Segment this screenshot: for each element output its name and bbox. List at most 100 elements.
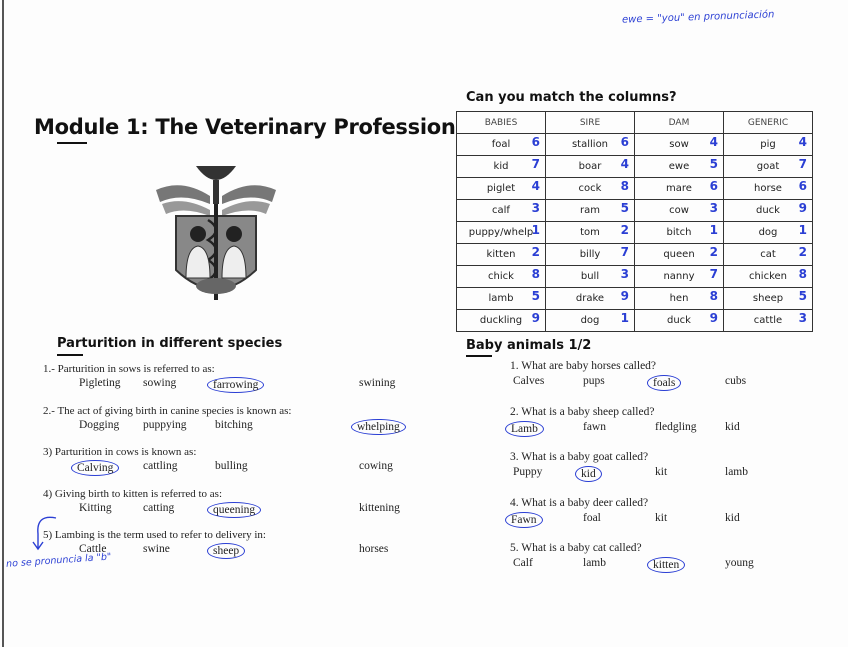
section-title: Baby animals 1/2	[466, 338, 592, 353]
cell-word: nanny	[663, 271, 695, 282]
handwritten-number: 4	[620, 157, 629, 171]
question-prompt: 3) Parturition in cows is known as:	[43, 446, 197, 458]
table-cell: queen 2	[634, 243, 724, 266]
cell-word: piglet	[486, 183, 516, 194]
answer-option: swine	[143, 543, 170, 555]
answer-option: foal	[583, 511, 601, 524]
table-cell: cattle 3	[723, 309, 813, 332]
section-underline	[57, 354, 83, 356]
handwritten-number: 2	[531, 245, 540, 259]
page-title: Module 1: The Veterinary Profession	[34, 115, 456, 139]
answer-option: Fawn	[505, 511, 543, 528]
handwritten-number: 4	[709, 135, 718, 149]
cell-word: pig	[760, 139, 776, 150]
table-cell: bull 3	[545, 265, 635, 288]
table-cell: billy 7	[545, 243, 635, 266]
handwritten-number: 9	[798, 201, 807, 215]
handwritten-number: 3	[709, 201, 718, 215]
handwritten-number: 3	[798, 311, 807, 325]
answer-option: horses	[359, 543, 389, 555]
handwritten-number: 9	[620, 289, 629, 303]
veterinary-emblem	[156, 166, 276, 300]
table-cell: puppy/whelp 1	[456, 221, 546, 244]
cell-word: kid	[493, 161, 509, 172]
question-prompt: 4. What is a baby deer called?	[510, 496, 649, 509]
table-body: foal 6 stallion 6 sow 4 pig 4 kid 7 boar 4 ewe 5 goat 7…	[456, 133, 813, 332]
column-header: GENERIC	[723, 111, 813, 134]
answer-option: kit	[655, 511, 668, 524]
table-cell: tom 2	[545, 221, 635, 244]
table-row: foal 6 stallion 6 sow 4 pig 4	[456, 133, 813, 156]
answer-option: swining	[359, 377, 396, 389]
cell-word: cock	[578, 183, 602, 194]
table-row: chick 8 bull 3 nanny 7 chicken 8	[456, 265, 813, 288]
table-cell: duck 9	[723, 199, 813, 222]
answer-option: cowing	[359, 460, 393, 472]
handwritten-number: 6	[709, 179, 718, 193]
handwritten-number: 7	[620, 245, 629, 259]
table-cell: foal 6	[456, 133, 546, 156]
answer-option: Calves	[513, 375, 545, 387]
table-cell: kid 7	[456, 155, 546, 178]
table-row: calf 3 ram 5 cow 3 duck 9	[456, 199, 813, 222]
handwritten-number: 2	[620, 223, 629, 237]
table-cell: dog 1	[723, 221, 813, 244]
handwritten-number: 7	[798, 157, 807, 171]
column-header: DAM	[634, 111, 724, 134]
handwritten-number: 6	[620, 135, 629, 149]
cell-word: goat	[756, 161, 780, 172]
answer-option: Cattle	[79, 543, 107, 555]
answer-option: foals	[647, 375, 682, 391]
answer-option: Lamb	[505, 420, 544, 437]
table-row: puppy/whelp 1 tom 2 bitch 1 dog 1	[456, 221, 813, 244]
answer-option: Calving	[71, 460, 120, 476]
cell-word: sow	[669, 139, 689, 150]
answer-option: kid	[725, 511, 740, 524]
table-cell: calf 3	[456, 199, 546, 222]
handwritten-number: 1	[620, 311, 629, 325]
table-cell: goat 7	[723, 155, 813, 178]
answer-option: bulling	[215, 460, 248, 472]
cell-word: sheep	[752, 293, 784, 304]
cell-word: foal	[491, 139, 511, 150]
handwritten-number: 7	[709, 267, 718, 281]
handwritten-number: 9	[531, 311, 540, 325]
handwritten-number: 6	[798, 179, 807, 193]
table-header-row: BABIES SIRE DAM GENERIC	[456, 111, 813, 134]
matching-table: BABIES SIRE DAM GENERIC foal 6 stallion 6 sow 4 p…	[456, 111, 813, 332]
answer-option: pups	[583, 375, 605, 387]
cell-word: queen	[663, 249, 695, 260]
cell-word: boar	[578, 161, 602, 172]
table-cell: sow 4	[634, 133, 724, 156]
answer-option: sowing	[143, 377, 177, 389]
handwritten-number: 8	[798, 267, 807, 281]
table-cell: horse 6	[723, 177, 813, 200]
table-cell: nanny 7	[634, 265, 724, 288]
handwritten-number: 1	[798, 223, 807, 237]
handwritten-number: 4	[531, 179, 540, 193]
answer-option: Calf	[513, 557, 533, 569]
cell-word: stallion	[571, 139, 609, 150]
title-underline	[57, 142, 87, 144]
answer-option: young	[725, 557, 754, 569]
scan-edge	[2, 0, 4, 647]
cell-word: chicken	[748, 271, 788, 282]
answer-option: lamb	[583, 557, 606, 569]
handwritten-arrow	[32, 516, 57, 551]
handwritten-number: 7	[531, 157, 540, 171]
question-prompt: 3. What is a baby goat called?	[510, 451, 649, 463]
answer-option: fawn	[583, 420, 606, 433]
answer-option: whelping	[351, 418, 406, 435]
answer-option: lamb	[725, 466, 748, 478]
answer-option: kit	[655, 466, 668, 478]
answer-option: cattling	[143, 460, 178, 472]
table-cell: mare 6	[634, 177, 724, 200]
cell-word: ram	[580, 205, 600, 216]
table-cell: dog 1	[545, 309, 635, 332]
cell-word: drake	[575, 293, 605, 304]
answer-option: kitten	[647, 557, 686, 573]
table-row: duckling 9 dog 1 duck 9 cattle 3	[456, 309, 813, 332]
question-prompt: 2.- The act of giving birth in canine sp…	[43, 404, 292, 417]
cell-word: dog	[758, 227, 778, 238]
